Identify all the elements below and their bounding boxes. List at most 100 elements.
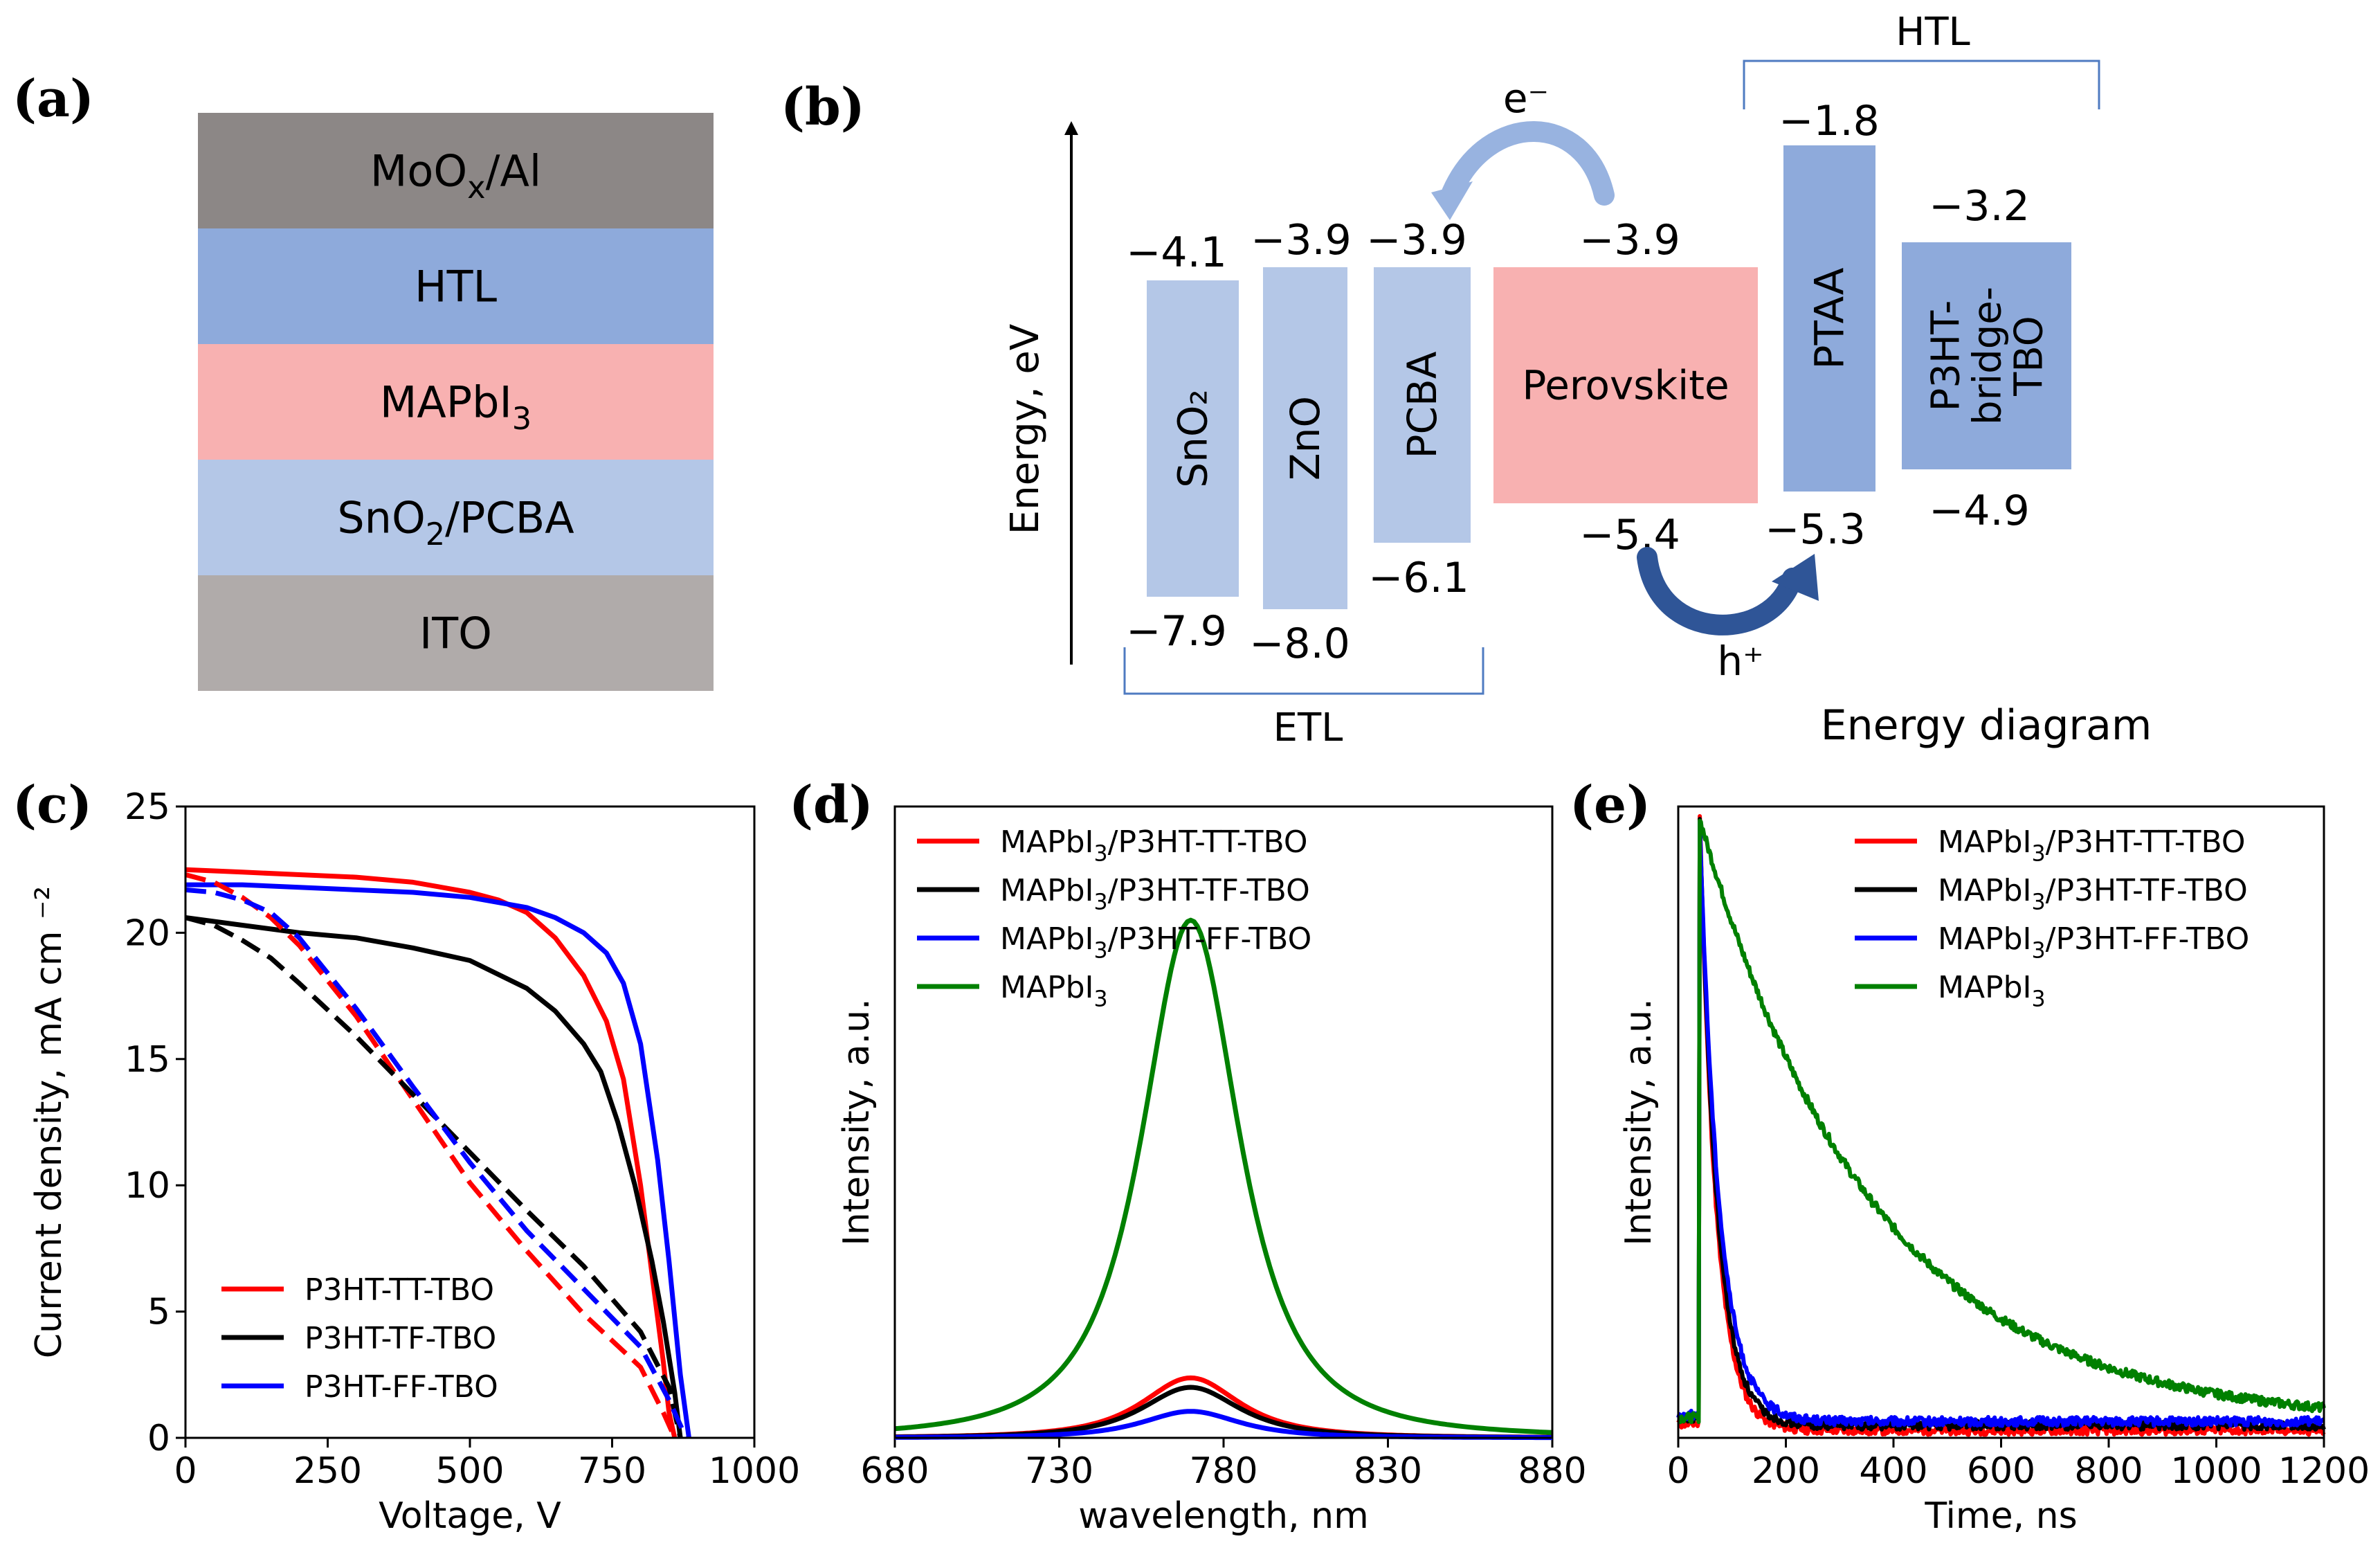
x-tick-label: 400 [1859, 1450, 1927, 1492]
material-label: PCBA [1399, 351, 1446, 458]
stack-layer [198, 228, 714, 344]
jv-series-line [185, 887, 689, 1439]
x-tick-label: 780 [1189, 1450, 1257, 1492]
y-tick-label: 15 [125, 1039, 170, 1081]
lumo-value: −3.9 [1579, 216, 1680, 264]
x-tick-label: 680 [860, 1450, 929, 1492]
energy-axis-label: Energy, eV [1003, 324, 1048, 534]
energy-diagram-caption: Energy diagram [1821, 701, 2152, 750]
x-tick-label: 1000 [709, 1450, 800, 1492]
x-axis-label: wavelength, nm [1078, 1495, 1369, 1537]
hole-transfer-arrow [1637, 547, 1803, 636]
x-tick-label: 250 [293, 1450, 362, 1492]
x-tick-label: 800 [2074, 1450, 2143, 1492]
htl-bracket [1743, 60, 2100, 109]
stack-layer [198, 460, 714, 575]
material-label: SnO₂ [1170, 389, 1217, 487]
y-tick-label: 25 [125, 786, 170, 828]
homo-value: −7.9 [1126, 607, 1227, 656]
homo-value: −4.9 [1929, 487, 2030, 535]
panel-label-d: (d) [789, 775, 873, 835]
etl-label: ETL [1273, 705, 1343, 750]
plot-frame [1677, 805, 2325, 1439]
legend-label: MAPbI3 [1000, 970, 1108, 1011]
trpl-series-line [1676, 820, 2325, 1428]
jv-series-line [185, 867, 678, 1439]
material-label: PTAA [1806, 267, 1853, 369]
x-axis-label: Voltage, V [379, 1495, 561, 1537]
panel-label-e: (e) [1570, 775, 1651, 835]
homo-value: −6.1 [1368, 554, 1469, 602]
pl-spectrum-chart: 680 730 780 830 880 wavelength, nm Intensity, … [836, 805, 1587, 1537]
material-label: ZnO [1282, 396, 1329, 480]
x-tick-label: 880 [1518, 1450, 1586, 1492]
pl-series-line [894, 1375, 1552, 1440]
jv-series-line [185, 882, 691, 1439]
plot-frame [184, 805, 756, 1439]
electron-arrow-head [1431, 181, 1473, 220]
stack-layer-label: ITO [419, 609, 492, 659]
x-tick-label: 200 [1752, 1450, 1820, 1492]
lumo-value: −4.1 [1126, 228, 1227, 277]
stack-layer-label: SnO2/PCBA [337, 493, 574, 552]
homo-value: −8.0 [1249, 620, 1350, 668]
plot-frame [893, 805, 1554, 1439]
jv-series-line [185, 915, 683, 1439]
y-tick-label: 0 [147, 1418, 170, 1459]
x-axis-label: Time, ns [1924, 1495, 2077, 1537]
legend-label: P3HT-TT-TBO [305, 1272, 494, 1308]
energy-level-block [1374, 267, 1471, 543]
energy-level-block [1147, 280, 1239, 597]
trpl-series-line [1676, 817, 2326, 1432]
etl-bracket [1123, 647, 1484, 695]
htl-label: HTL [1896, 10, 1970, 55]
jv-series-line [185, 872, 678, 1439]
x-tick-label: 0 [1666, 1450, 1689, 1492]
energy-level-block [1263, 267, 1347, 609]
y-tick-label: 10 [125, 1165, 170, 1207]
jv-series-line [185, 915, 683, 1439]
electron-transfer-arrow [1442, 121, 1615, 206]
x-tick-label: 730 [1025, 1450, 1093, 1492]
x-tick-label: 1000 [2170, 1450, 2262, 1492]
legend-label: MAPbI3 [1938, 970, 2046, 1011]
x-tick-label: 0 [174, 1450, 197, 1492]
legend-label: P3HT-FF-TBO [305, 1369, 498, 1405]
legend-label: MAPbI3/P3HT-FF-TBO [1000, 921, 1311, 963]
y-axis-label: Intensity, a.u. [1618, 998, 1660, 1245]
material-label: Perovskite [1522, 362, 1729, 409]
y-axis-label: Intensity, a.u. [836, 998, 878, 1245]
homo-value: −5.3 [1765, 505, 1866, 554]
energy-level-block [1902, 242, 2071, 469]
x-tick-label: 600 [1967, 1450, 2035, 1492]
x-tick-label: 1200 [2278, 1450, 2370, 1492]
legend-label: MAPbI3/P3HT-TF-TBO [1938, 873, 2248, 914]
stack-layer-label: MAPbI3 [380, 377, 532, 437]
x-tick-label: 500 [435, 1450, 504, 1492]
stack-layer [198, 113, 714, 228]
lumo-value: −1.8 [1779, 97, 1880, 145]
y-axis-label: Current density, mA cm ⁻² [28, 886, 70, 1358]
stack-layer [198, 575, 714, 691]
panel-label-b: (b) [781, 78, 865, 137]
hole-arrow-head [1772, 554, 1819, 601]
stack-layer-label: MoOx/Al [370, 146, 541, 206]
legend-label: MAPbI3/P3HT-TT-TBO [1938, 824, 2246, 866]
jv-curve-chart: 0 250 500 750 1000 0 5 10 15 20 25 Voltage, V Curren… [28, 786, 800, 1537]
homo-value: −5.4 [1579, 511, 1680, 559]
energy-level-block [1493, 267, 1758, 503]
stack-layer [198, 344, 714, 460]
energy-level-block [1783, 145, 1875, 492]
legend-label: P3HT-TF-TBO [305, 1321, 496, 1356]
trpl-series-line [1676, 814, 2326, 1437]
lumo-value: −3.2 [1929, 182, 2030, 231]
panel-label-a: (a) [12, 69, 94, 129]
hole-label: h⁺ [1717, 638, 1763, 685]
x-tick-label: 830 [1354, 1450, 1422, 1492]
legend-label: MAPbI3/P3HT-TT-TBO [1000, 824, 1308, 866]
electron-label: e⁻ [1503, 75, 1549, 122]
pl-series-line [894, 917, 1553, 1435]
y-tick-label: 5 [147, 1292, 170, 1333]
legend-label: MAPbI3/P3HT-FF-TBO [1938, 921, 2249, 963]
